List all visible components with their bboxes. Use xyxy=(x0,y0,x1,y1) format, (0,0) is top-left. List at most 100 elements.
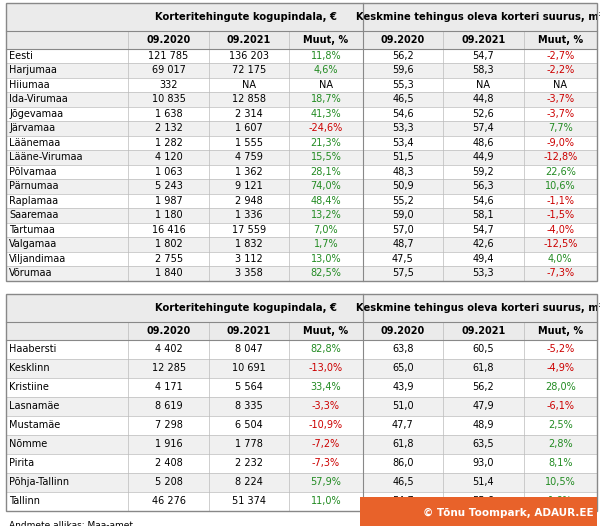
Text: 60,5: 60,5 xyxy=(473,344,494,354)
Text: Põlvamaa: Põlvamaa xyxy=(9,167,56,177)
Text: 5 564: 5 564 xyxy=(235,382,263,392)
Text: 9 121: 9 121 xyxy=(235,181,263,191)
Text: 4 402: 4 402 xyxy=(155,344,182,354)
Bar xyxy=(6,359,597,378)
Text: 1 607: 1 607 xyxy=(235,124,263,134)
Text: 69 017: 69 017 xyxy=(152,65,185,75)
Text: 1 638: 1 638 xyxy=(155,109,182,119)
Text: Korteritehingute kogupindala, €: Korteritehingute kogupindala, € xyxy=(155,302,337,312)
Bar xyxy=(6,3,597,31)
Text: 54,6: 54,6 xyxy=(473,196,494,206)
Text: 15,5%: 15,5% xyxy=(311,153,341,163)
Bar xyxy=(6,473,597,492)
Text: 17 559: 17 559 xyxy=(232,225,266,235)
Text: 09.2021: 09.2021 xyxy=(461,35,505,45)
Text: NA: NA xyxy=(476,80,490,90)
Text: Järvamaa: Järvamaa xyxy=(9,124,55,134)
Bar xyxy=(6,340,597,359)
Text: -4,0%: -4,0% xyxy=(546,225,574,235)
Text: 2 755: 2 755 xyxy=(155,254,182,264)
Bar xyxy=(6,107,597,121)
Bar xyxy=(6,251,597,266)
Text: 11,8%: 11,8% xyxy=(311,51,341,61)
Text: 65,0: 65,0 xyxy=(392,363,414,373)
Bar xyxy=(6,3,597,281)
Text: 28,0%: 28,0% xyxy=(545,382,575,392)
Text: -4,9%: -4,9% xyxy=(546,363,574,373)
Bar xyxy=(6,136,597,150)
Text: Korteritehingute kogupindala, €: Korteritehingute kogupindala, € xyxy=(155,12,337,22)
Text: 2 408: 2 408 xyxy=(155,458,182,468)
Text: 63,5: 63,5 xyxy=(473,439,494,449)
Bar xyxy=(6,92,597,107)
Text: 09.2020: 09.2020 xyxy=(146,35,191,45)
Text: 13,2%: 13,2% xyxy=(311,210,341,220)
Text: 7,7%: 7,7% xyxy=(548,124,572,134)
Text: 54,7: 54,7 xyxy=(392,496,414,506)
Text: 50,9: 50,9 xyxy=(392,181,414,191)
Text: 12 858: 12 858 xyxy=(232,94,266,104)
Text: 8 619: 8 619 xyxy=(155,401,182,411)
Text: Keskmine tehingus oleva korteri suurus, m²: Keskmine tehingus oleva korteri suurus, … xyxy=(356,12,600,22)
Text: 12 285: 12 285 xyxy=(152,363,185,373)
Text: 5 208: 5 208 xyxy=(155,477,182,487)
Text: 59,6: 59,6 xyxy=(392,65,414,75)
Text: 44,8: 44,8 xyxy=(473,94,494,104)
Text: 48,9: 48,9 xyxy=(473,420,494,430)
Text: 4 120: 4 120 xyxy=(155,153,182,163)
Text: 09.2020: 09.2020 xyxy=(381,326,425,336)
Text: Eesti: Eesti xyxy=(9,51,33,61)
Bar xyxy=(6,416,597,434)
Text: 1 987: 1 987 xyxy=(155,196,182,206)
Text: 4,6%: 4,6% xyxy=(314,65,338,75)
Text: 53,3: 53,3 xyxy=(392,124,414,134)
Text: -7,3%: -7,3% xyxy=(546,268,574,278)
Text: 57,4: 57,4 xyxy=(472,124,494,134)
Bar xyxy=(6,194,597,208)
Text: 2,8%: 2,8% xyxy=(548,439,572,449)
Text: 56,3: 56,3 xyxy=(473,181,494,191)
Text: 49,4: 49,4 xyxy=(473,254,494,264)
Text: -7,3%: -7,3% xyxy=(312,458,340,468)
Bar xyxy=(6,294,597,321)
Text: -1,1%: -1,1% xyxy=(546,196,574,206)
Text: 54,7: 54,7 xyxy=(472,225,494,235)
Text: 51 374: 51 374 xyxy=(232,496,266,506)
Text: 28,1%: 28,1% xyxy=(311,167,341,177)
Text: 86,0: 86,0 xyxy=(392,458,413,468)
Text: 1 916: 1 916 xyxy=(155,439,182,449)
Text: Keskmine tehingus oleva korteri suurus, m²: Keskmine tehingus oleva korteri suurus, … xyxy=(356,302,600,312)
Text: NA: NA xyxy=(319,80,333,90)
Text: 46,5: 46,5 xyxy=(392,94,414,104)
Text: 48,7: 48,7 xyxy=(392,239,414,249)
Text: 10,5%: 10,5% xyxy=(545,477,575,487)
Text: 11,0%: 11,0% xyxy=(311,496,341,506)
Text: 8 047: 8 047 xyxy=(235,344,263,354)
Text: 56,2: 56,2 xyxy=(472,382,494,392)
Text: Kristiine: Kristiine xyxy=(9,382,49,392)
Text: 61,8: 61,8 xyxy=(473,363,494,373)
Text: 52,6: 52,6 xyxy=(472,109,494,119)
Text: Tallinn: Tallinn xyxy=(9,496,40,506)
Text: Harjumaa: Harjumaa xyxy=(9,65,57,75)
Bar xyxy=(6,150,597,165)
Text: 22,6%: 22,6% xyxy=(545,167,576,177)
Text: 42,6: 42,6 xyxy=(473,239,494,249)
Bar xyxy=(6,222,597,237)
Text: 4,0%: 4,0% xyxy=(548,254,572,264)
Text: 1 336: 1 336 xyxy=(235,210,263,220)
Text: 21,3%: 21,3% xyxy=(311,138,341,148)
Text: 55,6: 55,6 xyxy=(472,496,494,506)
Text: 2,5%: 2,5% xyxy=(548,420,572,430)
Text: Muut, %: Muut, % xyxy=(538,35,583,45)
Text: 1 840: 1 840 xyxy=(155,268,182,278)
Text: 7 298: 7 298 xyxy=(155,420,182,430)
Text: 51,4: 51,4 xyxy=(473,477,494,487)
Text: Nõmme: Nõmme xyxy=(9,439,47,449)
Text: 09.2020: 09.2020 xyxy=(381,35,425,45)
Text: 72 175: 72 175 xyxy=(232,65,266,75)
Text: 6 504: 6 504 xyxy=(235,420,263,430)
Bar xyxy=(6,237,597,251)
Text: Muut, %: Muut, % xyxy=(304,35,349,45)
Text: 47,7: 47,7 xyxy=(392,420,414,430)
